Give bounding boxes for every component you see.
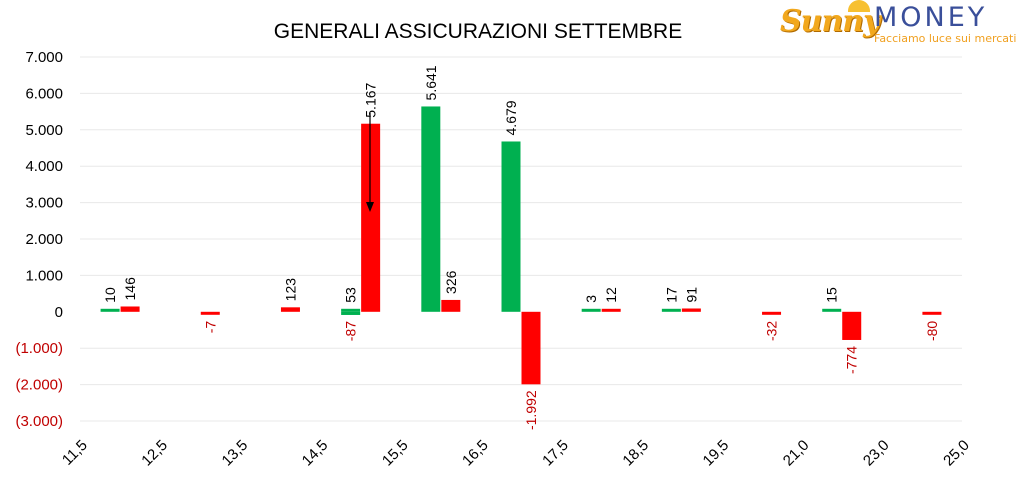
data-label: -87 <box>343 321 359 341</box>
bar <box>601 308 621 312</box>
bar <box>120 306 140 312</box>
y-tick-label: 5.000 <box>25 122 63 139</box>
data-label: 17 <box>663 287 679 303</box>
data-label: -80 <box>924 321 940 341</box>
x-tick-label: 12,5 <box>138 437 171 470</box>
bar <box>521 311 541 385</box>
bar <box>200 311 220 315</box>
bar <box>822 308 842 312</box>
bar <box>661 308 681 312</box>
sunnymoney-logo: Sunny MONEY Facciamo luce sui mercati <box>778 0 1018 48</box>
y-axis: 7.000 6.000 5.000 4.000 3.000 2.000 1.000 0 (1.0… <box>15 49 63 430</box>
data-label: 12 <box>603 287 619 303</box>
data-label: -32 <box>764 321 780 341</box>
data-label: 146 <box>122 277 138 301</box>
data-label: 91 <box>683 287 699 303</box>
bar <box>441 299 461 312</box>
data-label: 4.679 <box>503 100 519 135</box>
y-tick-label: (3.000) <box>15 413 63 430</box>
bar <box>681 308 701 312</box>
y-tick-label: 1.000 <box>25 267 63 284</box>
data-label: 123 <box>282 278 298 302</box>
bar <box>341 311 361 315</box>
x-tick-label: 21,0 <box>780 437 813 470</box>
y-tick-label: 2.000 <box>25 231 63 248</box>
y-tick-label: 6.000 <box>25 85 63 102</box>
x-tick-label: 18,5 <box>619 437 652 470</box>
y-tick-label: 0 <box>55 304 63 321</box>
x-tick-label: 14,5 <box>299 437 332 470</box>
data-label: 15 <box>824 287 840 303</box>
y-tick-label: (1.000) <box>15 340 63 357</box>
bar <box>341 308 361 312</box>
bar <box>280 307 300 312</box>
sun-icon <box>848 0 870 12</box>
data-label: 53 <box>343 287 359 303</box>
y-tick-label: 3.000 <box>25 195 63 212</box>
x-tick-label: 23,0 <box>860 437 893 470</box>
bar <box>361 123 381 312</box>
bars <box>100 106 942 385</box>
x-tick-label: 17,5 <box>539 437 572 470</box>
y-tick-label: 4.000 <box>25 158 63 175</box>
data-label: 3 <box>583 295 599 303</box>
logo-money-text: MONEY <box>874 2 988 33</box>
data-label: -774 <box>844 346 860 374</box>
x-axis: 11,5 12,5 13,5 14,5 15,5 16,5 17,5 18,5 19,5 21,0… <box>59 437 973 470</box>
y-tick-label: 7.000 <box>25 49 63 66</box>
data-label: -1.992 <box>523 390 539 430</box>
bar <box>762 311 782 315</box>
logo-tagline: Facciamo luce sui mercati <box>874 32 1017 45</box>
chart-title: GENERALI ASSICURAZIONI SETTEMBRE <box>274 20 682 43</box>
bar <box>100 308 120 312</box>
x-tick-label: 15,5 <box>379 437 412 470</box>
x-tick-label: 19,5 <box>700 437 733 470</box>
data-label: -7 <box>202 321 218 334</box>
x-tick-label: 16,5 <box>459 437 492 470</box>
data-label: 5.641 <box>423 65 439 100</box>
data-label: 10 <box>102 287 118 303</box>
grid <box>80 56 962 422</box>
annotation-arrow <box>366 113 374 212</box>
data-label: 5.167 <box>363 82 379 117</box>
bar <box>421 106 441 312</box>
logo-sunny-text: Sunny <box>780 4 881 39</box>
x-tick-label: 11,5 <box>59 437 91 469</box>
data-labels: 10 53 5.641 4.679 3 17 15 -87 146 -7 123 5.167 326 -1… <box>102 65 940 430</box>
bar <box>501 141 521 312</box>
x-tick-label: 13,5 <box>219 437 252 470</box>
x-tick-label: 25,0 <box>940 437 973 470</box>
y-tick-label: (2.000) <box>15 377 63 394</box>
bar <box>922 311 942 315</box>
bar <box>581 308 601 312</box>
data-label: 326 <box>443 270 459 294</box>
bar <box>842 311 862 340</box>
